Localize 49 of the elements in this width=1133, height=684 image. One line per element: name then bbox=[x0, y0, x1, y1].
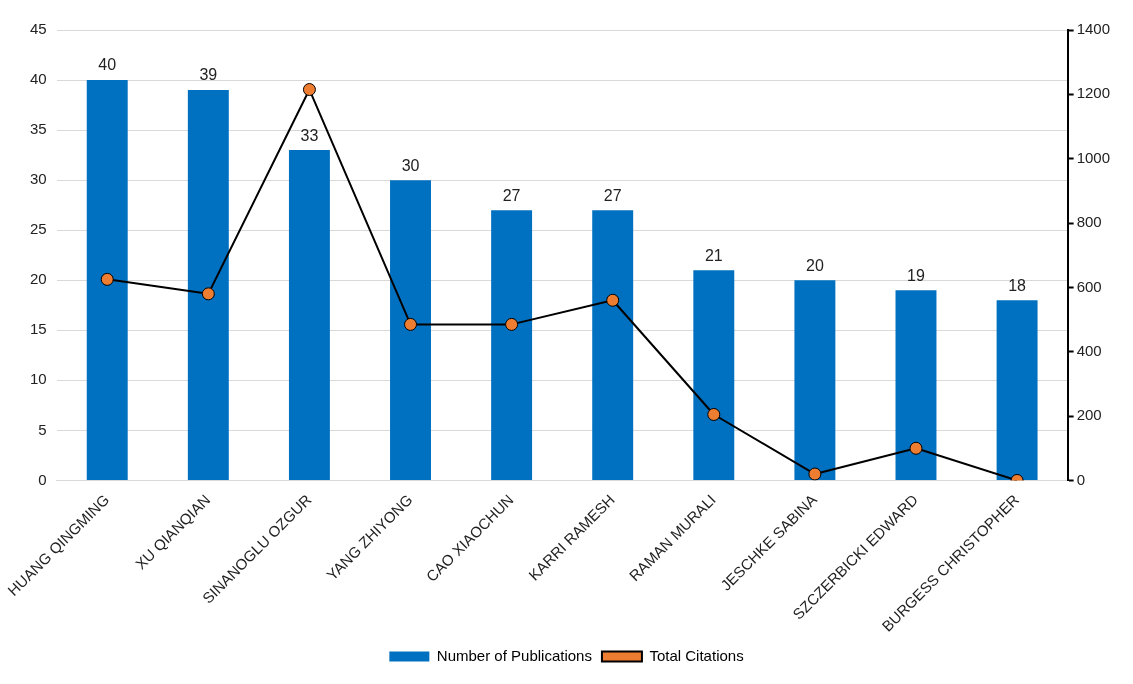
y2-tick-label: 1000 bbox=[1076, 148, 1111, 166]
data-label: 18 bbox=[1008, 276, 1027, 294]
data-label: 27 bbox=[502, 186, 521, 204]
y-tick-label: 35 bbox=[30, 120, 47, 138]
y2-tick-label: 600 bbox=[1076, 277, 1102, 295]
data-label: 33 bbox=[300, 126, 319, 144]
point bbox=[404, 317, 418, 331]
data-label: 39 bbox=[199, 66, 218, 84]
point bbox=[302, 83, 316, 97]
data-label: 19 bbox=[907, 266, 925, 284]
bar bbox=[895, 290, 937, 480]
point bbox=[100, 272, 114, 286]
point bbox=[606, 293, 620, 307]
y2-tick-label: 200 bbox=[1076, 406, 1102, 424]
bar bbox=[491, 210, 533, 480]
y-tick-label: 10 bbox=[30, 370, 47, 388]
data-label: 27 bbox=[603, 186, 622, 204]
y2-tick-label: 0 bbox=[1076, 470, 1085, 488]
y2-tick-label: 800 bbox=[1076, 213, 1102, 231]
y-tick-label: 25 bbox=[30, 220, 47, 238]
y2-tick-label: 400 bbox=[1076, 341, 1102, 359]
y-tick-label: 5 bbox=[38, 420, 47, 438]
y-tick-label: 40 bbox=[30, 70, 47, 88]
point bbox=[909, 441, 923, 455]
data-label: 20 bbox=[806, 256, 824, 274]
y-tick-label: 15 bbox=[30, 320, 47, 338]
y-tick-label: 0 bbox=[38, 470, 47, 488]
bar bbox=[794, 280, 836, 480]
data-label: 30 bbox=[401, 156, 420, 174]
point bbox=[505, 317, 519, 331]
y-tick-label: 30 bbox=[30, 170, 47, 188]
y-tick-label: 45 bbox=[30, 20, 47, 38]
bar bbox=[187, 90, 229, 480]
point bbox=[707, 407, 721, 421]
point bbox=[201, 287, 215, 301]
bar bbox=[288, 150, 330, 480]
point bbox=[808, 467, 822, 481]
bar bbox=[592, 210, 634, 480]
legend-label: Number of Publications bbox=[436, 646, 592, 664]
y-tick-label: 20 bbox=[30, 270, 47, 288]
data-label: 40 bbox=[98, 56, 117, 74]
y2-tick-label: 1200 bbox=[1076, 84, 1111, 102]
legend-label: Total Citations bbox=[649, 646, 744, 664]
bar bbox=[996, 300, 1038, 480]
y2-tick-label: 1400 bbox=[1076, 20, 1111, 38]
bar bbox=[390, 180, 431, 480]
data-label: 21 bbox=[704, 246, 723, 264]
bar bbox=[86, 80, 128, 480]
bar bbox=[693, 270, 735, 480]
